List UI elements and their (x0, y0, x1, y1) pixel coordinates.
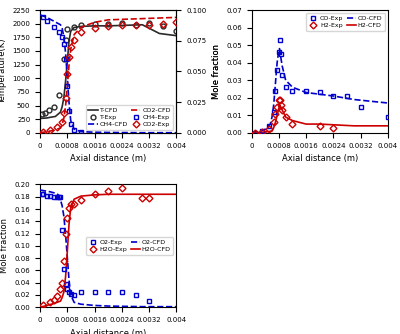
X-axis label: Axial distance (m): Axial distance (m) (282, 154, 358, 163)
Legend: O2-Exp, H2O-Exp, O2-CFD, H2O-CFD: O2-Exp, H2O-Exp, O2-CFD, H2O-CFD (86, 237, 173, 255)
Y-axis label: Mole fraction: Mole fraction (0, 218, 9, 273)
Legend: T-CFD, T-Exp, CH4-CFD, CO2-CFD, CH4-Exp, CO2-Exp: T-CFD, T-Exp, CH4-CFD, CO2-CFD, CH4-Exp,… (86, 105, 173, 130)
Y-axis label: Mole fraction: Mole fraction (212, 44, 220, 99)
X-axis label: Axial distance (m): Axial distance (m) (70, 154, 146, 163)
Legend: CO-Exp, H2-Exp, CO-CFD, H2-CFD: CO-Exp, H2-Exp, CO-CFD, H2-CFD (306, 13, 385, 31)
X-axis label: Axial distance (m): Axial distance (m) (70, 329, 146, 334)
Y-axis label: Temperature(K): Temperature(K) (0, 39, 7, 104)
Y-axis label: Mole fraction: Mole fraction (212, 44, 221, 99)
